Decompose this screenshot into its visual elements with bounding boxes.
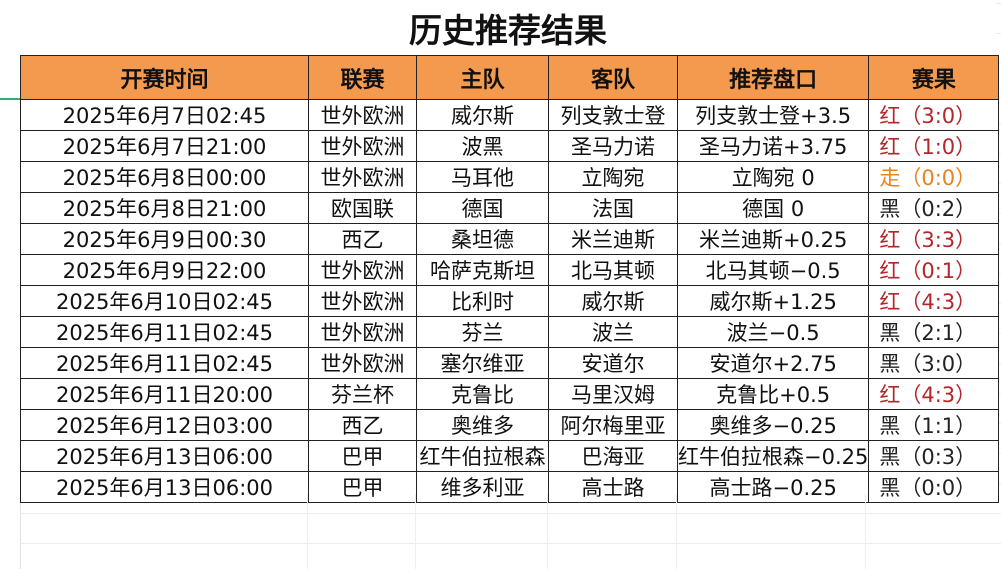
league-cell[interactable]: 芬兰杯 <box>308 378 417 410</box>
home-cell[interactable]: 桑坦德 <box>416 223 549 255</box>
away-cell[interactable]: 波兰 <box>548 316 678 348</box>
time-cell[interactable]: 2025年6月13日06:00 <box>20 440 309 472</box>
league-cell[interactable]: 西乙 <box>308 223 417 255</box>
result-cell[interactable]: 黑（0:2） <box>868 192 1000 224</box>
line-cell[interactable]: 安道尔+2.75 <box>676 347 870 379</box>
time-cell[interactable]: 2025年6月9日22:00 <box>20 254 309 286</box>
table-row: 2025年6月11日02:45 世外欧洲 芬兰 波兰 波兰−0.5 黑（2:1） <box>20 316 1000 348</box>
league-cell[interactable]: 西乙 <box>308 409 417 441</box>
away-cell[interactable]: 法国 <box>548 192 678 224</box>
row-header-strip[interactable] <box>0 0 21 569</box>
table-row: 2025年6月7日02:45 世外欧洲 威尔斯 列支敦士登 列支敦士登+3.5 红（3:0… <box>20 99 1000 131</box>
col-header-away[interactable]: 客队 <box>548 55 678 100</box>
time-cell[interactable]: 2025年6月7日02:45 <box>20 99 309 131</box>
away-cell[interactable]: 圣马力诺 <box>548 130 678 162</box>
league-cell[interactable]: 世外欧洲 <box>308 130 417 162</box>
league-cell[interactable]: 世外欧洲 <box>308 254 417 286</box>
time-cell[interactable]: 2025年6月10日02:45 <box>20 285 309 317</box>
time-cell[interactable]: 2025年6月12日03:00 <box>20 409 309 441</box>
time-cell[interactable]: 2025年6月11日02:45 <box>20 316 309 348</box>
result-cell[interactable]: 红（4:3） <box>868 378 1000 410</box>
league-cell[interactable]: 世外欧洲 <box>308 347 417 379</box>
away-cell[interactable]: 米兰迪斯 <box>548 223 678 255</box>
line-cell[interactable]: 红牛伯拉根森−0.25 <box>676 440 870 472</box>
result-cell[interactable]: 红（4:3） <box>868 285 1000 317</box>
result-cell[interactable]: 黑（3:0） <box>868 347 1000 379</box>
league-cell[interactable]: 世外欧洲 <box>308 99 417 131</box>
table-row: 2025年6月11日20:00 芬兰杯 克鲁比 马里汉姆 克鲁比+0.5 红（4:3） <box>20 378 1000 410</box>
away-cell[interactable]: 安道尔 <box>548 347 678 379</box>
time-cell[interactable]: 2025年6月7日21:00 <box>20 130 309 162</box>
table-row: 2025年6月10日02:45 世外欧洲 比利时 威尔斯 威尔斯+1.25 红（4:3） <box>20 285 1000 317</box>
header-row: 开赛时间 联赛 主队 客队 推荐盘口 赛果 <box>20 55 1000 100</box>
table-row: 2025年6月12日03:00 西乙 奥维多 阿尔梅里亚 奥维多−0.25 黑（1:1） <box>20 409 1000 441</box>
col-header-home[interactable]: 主队 <box>416 55 549 100</box>
line-cell[interactable]: 威尔斯+1.25 <box>676 285 870 317</box>
home-cell[interactable]: 比利时 <box>416 285 549 317</box>
league-cell[interactable]: 世外欧洲 <box>308 316 417 348</box>
home-cell[interactable]: 马耳他 <box>416 161 549 193</box>
table-row: 2025年6月9日00:30 西乙 桑坦德 米兰迪斯 米兰迪斯+0.25 红（3:3） <box>20 223 1000 255</box>
away-cell[interactable]: 北马其顿 <box>548 254 678 286</box>
away-cell[interactable]: 巴海亚 <box>548 440 678 472</box>
league-cell[interactable]: 巴甲 <box>308 440 417 472</box>
home-cell[interactable]: 德国 <box>416 192 549 224</box>
selected-row-indicator <box>0 98 20 100</box>
line-cell[interactable]: 北马其顿−0.5 <box>676 254 870 286</box>
table-row: 2025年6月13日06:00 巴甲 红牛伯拉根森 巴海亚 红牛伯拉根森−0.25 黑（0… <box>20 440 1000 472</box>
result-cell[interactable]: 红（0:1） <box>868 254 1000 286</box>
result-cell[interactable]: 红（1:0） <box>868 130 1000 162</box>
table-row: 2025年6月7日21:00 世外欧洲 波黑 圣马力诺 圣马力诺+3.75 红（1:0） <box>20 130 1000 162</box>
result-cell[interactable]: 黑（0:3） <box>868 440 1000 472</box>
home-cell[interactable]: 芬兰 <box>416 316 549 348</box>
time-cell[interactable]: 2025年6月8日00:00 <box>20 161 309 193</box>
col-header-line[interactable]: 推荐盘口 <box>676 55 870 100</box>
away-cell[interactable]: 威尔斯 <box>548 285 678 317</box>
table-row: 2025年6月9日22:00 世外欧洲 哈萨克斯坦 北马其顿 北马其顿−0.5 红（0:1… <box>20 254 1000 286</box>
time-cell[interactable]: 2025年6月11日20:00 <box>20 378 309 410</box>
result-cell[interactable]: 黑（2:1） <box>868 316 1000 348</box>
time-cell[interactable]: 2025年6月8日21:00 <box>20 192 309 224</box>
col-header-result[interactable]: 赛果 <box>868 55 1000 100</box>
line-cell[interactable]: 立陶宛 0 <box>676 161 870 193</box>
home-cell[interactable]: 哈萨克斯坦 <box>416 254 549 286</box>
away-cell[interactable]: 阿尔梅里亚 <box>548 409 678 441</box>
line-cell[interactable]: 德国 0 <box>676 192 870 224</box>
result-cell[interactable]: 黑（1:1） <box>868 409 1000 441</box>
home-cell[interactable]: 克鲁比 <box>416 378 549 410</box>
empty-cells[interactable] <box>20 494 996 569</box>
league-cell[interactable]: 世外欧洲 <box>308 161 417 193</box>
table-row: 2025年6月8日00:00 世外欧洲 马耳他 立陶宛 立陶宛 0 走（0:0） <box>20 161 1000 193</box>
col-header-time[interactable]: 开赛时间 <box>20 55 309 100</box>
home-cell[interactable]: 波黑 <box>416 130 549 162</box>
result-cell[interactable]: 走（0:0） <box>868 161 1000 193</box>
sheet-title[interactable]: 历史推荐结果 <box>20 0 996 55</box>
away-cell[interactable]: 马里汉姆 <box>548 378 678 410</box>
away-cell[interactable]: 列支敦士登 <box>548 99 678 131</box>
col-header-league[interactable]: 联赛 <box>308 55 417 100</box>
time-cell[interactable]: 2025年6月11日02:45 <box>20 347 309 379</box>
league-cell[interactable]: 世外欧洲 <box>308 285 417 317</box>
home-cell[interactable]: 红牛伯拉根森 <box>416 440 549 472</box>
line-cell[interactable]: 列支敦士登+3.5 <box>676 99 870 131</box>
home-cell[interactable]: 威尔斯 <box>416 99 549 131</box>
line-cell[interactable]: 克鲁比+0.5 <box>676 378 870 410</box>
league-cell[interactable]: 欧国联 <box>308 192 417 224</box>
line-cell[interactable]: 波兰−0.5 <box>676 316 870 348</box>
result-cell[interactable]: 红（3:3） <box>868 223 1000 255</box>
line-cell[interactable]: 奥维多−0.25 <box>676 409 870 441</box>
away-cell[interactable]: 立陶宛 <box>548 161 678 193</box>
table-row: 2025年6月8日21:00 欧国联 德国 法国 德国 0 黑（0:2） <box>20 192 1000 224</box>
home-cell[interactable]: 奥维多 <box>416 409 549 441</box>
time-cell[interactable]: 2025年6月9日00:30 <box>20 223 309 255</box>
table-row: 2025年6月11日02:45 世外欧洲 塞尔维亚 安道尔 安道尔+2.75 黑（3:0） <box>20 347 1000 379</box>
line-cell[interactable]: 米兰迪斯+0.25 <box>676 223 870 255</box>
home-cell[interactable]: 塞尔维亚 <box>416 347 549 379</box>
line-cell[interactable]: 圣马力诺+3.75 <box>676 130 870 162</box>
result-cell[interactable]: 红（3:0） <box>868 99 1000 131</box>
results-table: 开赛时间 联赛 主队 客队 推荐盘口 赛果 2025年6月7日02:45 世外欧洲… <box>20 55 1000 503</box>
